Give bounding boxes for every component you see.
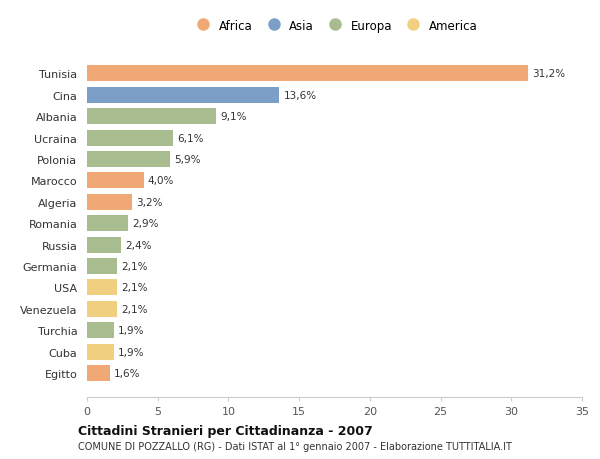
Text: 2,1%: 2,1% xyxy=(121,283,148,293)
Bar xyxy=(87,258,116,274)
Bar xyxy=(87,195,132,210)
Bar xyxy=(87,216,128,232)
Text: 4,0%: 4,0% xyxy=(148,176,174,186)
Text: Cittadini Stranieri per Cittadinanza - 2007: Cittadini Stranieri per Cittadinanza - 2… xyxy=(78,424,373,437)
Bar xyxy=(87,88,280,104)
Bar xyxy=(87,130,173,146)
Text: COMUNE DI POZZALLO (RG) - Dati ISTAT al 1° gennaio 2007 - Elaborazione TUTTITALI: COMUNE DI POZZALLO (RG) - Dati ISTAT al … xyxy=(78,441,512,451)
Bar xyxy=(87,109,216,125)
Text: 13,6%: 13,6% xyxy=(284,90,317,101)
Text: 9,1%: 9,1% xyxy=(220,112,247,122)
Bar xyxy=(87,365,110,381)
Text: 2,1%: 2,1% xyxy=(121,262,148,271)
Text: 3,2%: 3,2% xyxy=(137,197,163,207)
Text: 6,1%: 6,1% xyxy=(178,133,204,143)
Bar xyxy=(87,66,528,82)
Legend: Africa, Asia, Europa, America: Africa, Asia, Europa, America xyxy=(187,15,482,37)
Text: 31,2%: 31,2% xyxy=(533,69,566,79)
Bar xyxy=(87,237,121,253)
Text: 5,9%: 5,9% xyxy=(175,155,201,165)
Text: 1,9%: 1,9% xyxy=(118,347,145,357)
Bar xyxy=(87,344,114,360)
Text: 1,6%: 1,6% xyxy=(114,368,140,378)
Bar xyxy=(87,280,116,296)
Bar xyxy=(87,301,116,317)
Bar xyxy=(87,151,170,168)
Bar xyxy=(87,173,143,189)
Text: 1,9%: 1,9% xyxy=(118,325,145,336)
Text: 2,4%: 2,4% xyxy=(125,240,152,250)
Text: 2,1%: 2,1% xyxy=(121,304,148,314)
Text: 2,9%: 2,9% xyxy=(132,219,159,229)
Bar xyxy=(87,323,114,339)
